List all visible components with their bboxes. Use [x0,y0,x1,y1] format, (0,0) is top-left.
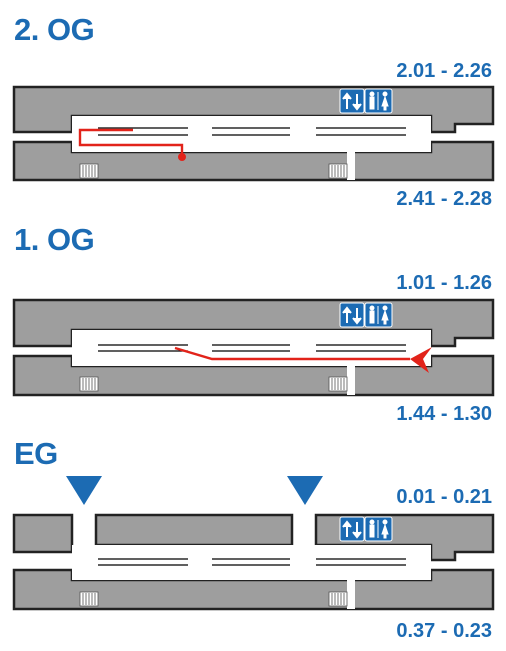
elevator-icon [339,516,365,542]
seating-rows [98,127,406,136]
room-range-bottom-eg: 0.37 - 0.23 [396,620,492,642]
elevator-icon [339,88,365,114]
seating-rows [98,344,406,352]
entrance-arrow-icon [410,347,432,373]
restroom-icon [364,302,393,328]
room-range-top-og1: 1.01 - 1.26 [396,272,492,294]
seating-rows [98,558,406,566]
stairs-west [79,376,99,392]
floor-title-og2: 2. OG [14,12,95,47]
floor-title-og1: 1. OG [14,222,95,257]
route-path [174,346,432,373]
elevator-icon [339,302,365,328]
corridor [72,545,431,580]
stairs-east [328,591,348,607]
stairs-west [79,591,99,607]
north-wing-west [12,513,74,554]
route-path [78,128,186,161]
entrance-marker-east-icon [287,476,323,505]
room-range-bottom-og1: 1.44 - 1.30 [396,403,492,425]
room-range-top-eg: 0.01 - 0.21 [396,486,492,508]
restroom-icon [364,516,393,542]
room-range-bottom-og2: 2.41 - 2.28 [396,188,492,210]
entrance-marker-west-icon [66,476,102,505]
floor-plan-og1 [12,298,495,397]
restroom-icon [364,88,393,114]
stairs-east [328,376,348,392]
stairs-east [328,163,348,179]
floor-title-eg: EG [14,436,58,471]
floor-plan-og2 [12,85,495,182]
stairs-west [79,163,99,179]
north-wing-middle [94,513,294,547]
room-range-top-og2: 2.01 - 2.26 [396,60,492,82]
